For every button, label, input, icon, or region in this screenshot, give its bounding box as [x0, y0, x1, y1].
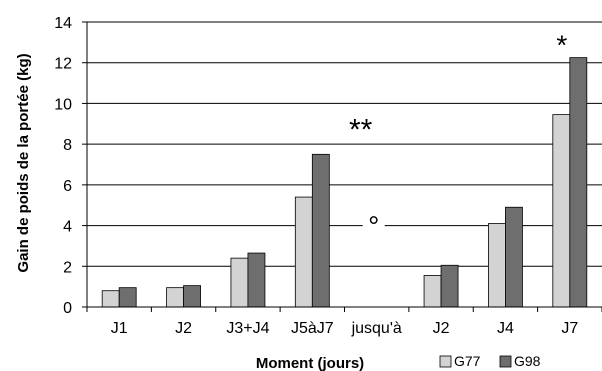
y-tick-label: 10: [54, 96, 72, 113]
legend-label-g98: G98: [514, 353, 541, 369]
y-axis-title: Gain de poids de la portée (kg): [15, 53, 32, 272]
bar-g77-0: [101, 290, 120, 308]
y-tick-label: 14: [54, 15, 72, 32]
annotation-mask: [362, 213, 385, 234]
bar-g77-7: [552, 114, 571, 308]
axes: [82, 21, 602, 312]
bar-g98-3: [311, 153, 330, 308]
annotation-double-star: **: [349, 114, 373, 147]
annotations: ***°: [336, 29, 567, 242]
x-tick-label: J7: [561, 320, 578, 337]
bar-g98-7: [569, 57, 588, 308]
legend-swatch-g98: [499, 355, 512, 368]
bar-g98-6: [505, 206, 523, 308]
annotation-star: *: [556, 29, 567, 60]
bar-g98-2: [247, 252, 266, 308]
bars: [101, 57, 588, 308]
annotation-degree: °: [368, 211, 379, 242]
bar-g98-1: [183, 285, 201, 308]
x-tick-label: J1: [111, 320, 128, 337]
y-tick-label: 4: [63, 219, 72, 236]
x-tick-label: J4: [497, 320, 514, 337]
y-tick-label: 6: [63, 178, 72, 195]
bar-g77-5: [423, 275, 442, 308]
bar-g77-1: [166, 287, 184, 308]
legend: G77 G98: [439, 353, 541, 369]
bar-g77-6: [488, 223, 506, 308]
y-tick-label: 0: [63, 300, 72, 317]
legend-swatch-g77: [439, 355, 452, 368]
annotation-mask: [336, 111, 385, 138]
bar-g98-0: [118, 287, 137, 308]
x-tick-label: jusqu'à: [351, 320, 402, 337]
y-tick-labels: 0 2 4 6 8 10 12 14: [54, 15, 72, 317]
x-tick-label: J5àJ7: [291, 320, 334, 337]
y-tick-label: 12: [54, 56, 72, 73]
bar-g77-3: [294, 196, 313, 308]
bar-g77-2: [230, 257, 249, 308]
gridlines: [87, 21, 602, 267]
legend-label-g77: G77: [454, 353, 481, 369]
x-tick-label: J2: [175, 320, 192, 337]
x-axis-title: Moment (jours): [256, 355, 364, 371]
x-tick-labels: J1 J2 J3+J4 J5àJ7 jusqu'à J2 J4 J7: [111, 320, 579, 337]
x-tick-label: J2: [433, 320, 450, 337]
y-tick-label: 2: [63, 259, 72, 276]
bar-g98-5: [440, 264, 459, 308]
y-tick-label: 8: [63, 137, 72, 154]
x-tick-label: J3+J4: [226, 320, 269, 337]
